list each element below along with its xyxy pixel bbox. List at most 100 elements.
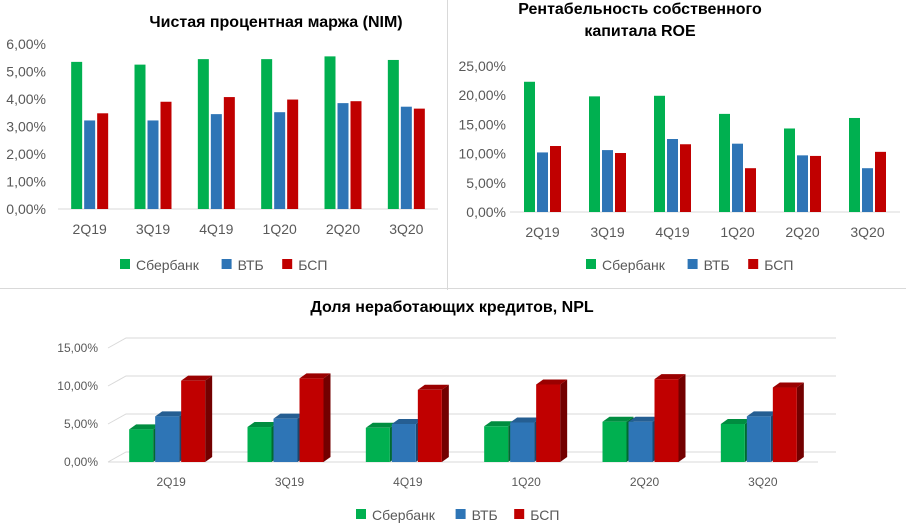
bar-бсп: [654, 379, 679, 462]
legend-swatch: [282, 259, 293, 269]
bar-бсп: [550, 146, 561, 212]
bar-top-бсп: [536, 379, 568, 385]
bar-сбербанк: [134, 64, 146, 209]
x-tick-label: 3Q20: [850, 224, 884, 240]
bar-side-бсп: [441, 384, 449, 462]
legend-swatch: [221, 259, 232, 269]
y-tick-label: 20,00%: [459, 87, 506, 103]
bar-сбербанк: [589, 96, 600, 212]
roe-chart-svg: Рентабельность собственного капитала ROE 0…: [459, 1, 900, 273]
x-tick-label: 2Q20: [785, 224, 819, 240]
horizontal-divider: [0, 288, 906, 289]
x-tick-label: 2Q20: [630, 475, 660, 489]
legend-label: БСП: [764, 257, 793, 273]
gridline: [107, 413, 836, 425]
bar-втб: [862, 168, 873, 212]
bar-втб: [537, 152, 548, 212]
bar-сбербанк: [261, 59, 273, 209]
y-tick-label: 10,00%: [57, 379, 98, 393]
bar-сбербанк: [324, 56, 336, 209]
bar-top-сбербанк: [484, 421, 516, 427]
bar-бсп: [772, 387, 797, 462]
bar-втб: [510, 422, 535, 462]
y-tick-label: 3,00%: [6, 119, 46, 135]
y-tick-label: 0,00%: [6, 201, 46, 217]
y-tick-label: 5,00%: [64, 417, 98, 431]
bar-side-бсп: [796, 382, 804, 462]
bar-втб: [732, 143, 743, 212]
bar-сбербанк: [387, 59, 399, 210]
bar-top-бсп: [772, 382, 804, 388]
bar-втб: [797, 155, 808, 212]
x-tick-label: 2Q19: [525, 224, 559, 240]
bar-сбербанк: [71, 61, 83, 209]
legend-label: Сбербанк: [136, 257, 200, 273]
bar-top-втб: [628, 416, 660, 422]
bar-втб: [155, 416, 180, 462]
bar-top-бсп: [299, 373, 331, 379]
y-tick-label: 2,00%: [6, 146, 46, 162]
bar-втб: [147, 120, 159, 209]
y-tick-label: 15,00%: [57, 341, 98, 355]
vertical-divider: [447, 0, 448, 290]
bar-бсп: [350, 101, 362, 209]
nim-chart-svg: Чистая процентная маржа (NIM) 0,00% 1,00% 2…: [6, 14, 438, 273]
npl-chart-svg: Доля неработающих кредитов, NPL 0,00% 5,00…: [57, 299, 836, 523]
bar-бсп: [160, 101, 172, 209]
bar-бсп: [97, 113, 109, 209]
chart-title: Чистая процентная маржа (NIM): [149, 14, 402, 31]
legend-swatch: [687, 259, 698, 269]
bar-сбербанк: [602, 421, 627, 462]
bar-top-втб: [510, 417, 542, 423]
bar-side-бсп: [323, 373, 331, 462]
bar-втб: [400, 106, 412, 209]
x-tick-label: 2Q19: [73, 221, 107, 237]
bar-бсп: [810, 155, 821, 212]
gridline: [107, 337, 836, 349]
y-tick-label: 5,00%: [466, 175, 506, 191]
y-tick-label: 5,00%: [6, 64, 46, 80]
roe-chart: Рентабельность собственного капитала ROE 0…: [450, 0, 906, 290]
bar-сбербанк: [365, 427, 390, 462]
bar-бсп: [417, 389, 442, 462]
legend-label: БСП: [298, 257, 327, 273]
bar-сбербанк: [247, 427, 272, 462]
bar-top-сбербанк: [720, 419, 752, 424]
bar-top-втб: [155, 411, 187, 417]
legend-label: ВТБ: [704, 257, 730, 273]
bar-сбербанк: [129, 429, 154, 462]
bar-бсп: [181, 380, 206, 462]
chart-title-line: Рентабельность собственного: [518, 1, 762, 18]
bar-top-втб: [391, 419, 423, 424]
bar-втб: [746, 416, 771, 462]
bar-бсп: [287, 99, 299, 209]
x-tick-label: 2Q19: [156, 475, 186, 489]
y-tick-label: 25,00%: [459, 58, 506, 74]
bar-top-втб: [746, 411, 778, 417]
bar-втб: [337, 103, 349, 209]
bar-сбербанк: [719, 113, 730, 212]
legend-label: ВТБ: [472, 507, 498, 523]
bar-бсп: [413, 108, 425, 209]
y-tick-label: 10,00%: [459, 146, 506, 162]
bar-сбербанк: [197, 59, 209, 209]
x-tick-label: 2Q20: [326, 221, 360, 237]
legend-label: Сбербанк: [602, 257, 666, 273]
bar-top-сбербанк: [602, 416, 634, 422]
y-tick-label: 1,00%: [6, 174, 46, 190]
x-tick-label: 4Q19: [199, 221, 233, 237]
npl-chart: Доля неработающих кредитов, NPL 0,00% 5,00…: [0, 290, 906, 530]
chart-title-line: капитала ROE: [584, 23, 696, 40]
nim-chart: Чистая процентная маржа (NIM) 0,00% 1,00% 2…: [0, 0, 448, 290]
bar-втб: [210, 114, 222, 209]
bar-сбербанк: [654, 95, 665, 212]
bar-side-бсп: [560, 379, 568, 462]
bar-бсп: [875, 151, 886, 212]
bar-сбербанк: [720, 424, 745, 462]
y-tick-label: 6,00%: [6, 36, 46, 52]
legend-swatch: [748, 259, 759, 269]
legend-label: Сбербанк: [372, 507, 436, 523]
legend-label: БСП: [530, 507, 559, 523]
bar-top-сбербанк: [247, 422, 279, 428]
y-tick-label: 15,00%: [459, 116, 506, 132]
